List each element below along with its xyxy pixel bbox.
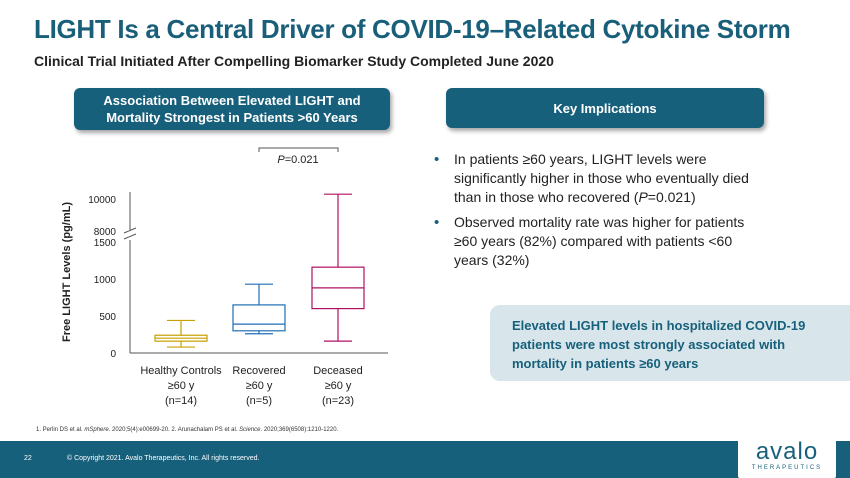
bullet-item: Observed mortality rate was higher for p… [432, 213, 752, 270]
x-label-healthy-n: (n=14) [165, 395, 197, 407]
p-value-bracket [258, 147, 339, 152]
callout-text: Elevated LIGHT levels in hospitalized CO… [512, 318, 806, 371]
y-tick-500: 500 [99, 312, 116, 323]
bullet-1-text: In patients ≥60 years, LIGHT levels were… [454, 151, 749, 205]
bullet-1-end: =0.021) [647, 189, 696, 205]
y-tick-1000: 1000 [94, 275, 117, 286]
callout-box: Elevated LIGHT levels in hospitalized CO… [490, 305, 850, 381]
ref-journal-1: mSphere [84, 427, 109, 433]
x-label-deceased-name: Deceased [313, 365, 363, 377]
ref-text-2: . 2020;5(4):e00699-20. 2. Arunachalam PS… [108, 427, 240, 433]
axis-break-mark-1 [123, 233, 137, 240]
references: 1. Perlin DS et al. mSphere. 2020;5(4):e… [36, 427, 338, 433]
box-group [154, 193, 365, 348]
y-tick-1500: 1500 [94, 238, 117, 249]
slide-title: LIGHT Is a Central Driver of COVID-19–Re… [34, 14, 791, 44]
logo-wordmark: avalo [755, 438, 819, 465]
association-header-line1: Association Between Elevated LIGHT and [103, 93, 361, 108]
ref-text-3: . 2020;369(6508):1210-1220. [260, 427, 339, 433]
x-label-recovered-name: Recovered [232, 365, 285, 377]
avalo-logo: avalo THERAPEUTICS [738, 435, 836, 478]
slide-subtitle: Clinical Trial Initiated After Compellin… [34, 53, 554, 69]
page-number: 22 [24, 455, 32, 462]
x-label-recovered-age: ≥60 y [246, 380, 273, 392]
x-label-deceased-n: (n=23) [322, 395, 354, 407]
y-axis-label: Free LIGHT Levels (pg/mL) [61, 202, 73, 342]
association-header-line2: Mortality Strongest in Patients >60 Year… [106, 110, 358, 125]
bullet-2-text: Observed mortality rate was higher for p… [454, 214, 745, 268]
y-tick-10000: 10000 [88, 195, 116, 206]
y-tick-0: 0 [110, 349, 116, 360]
y-tick-8000: 8000 [94, 227, 117, 238]
box-plot-svg: Free LIGHT Levels (pg/mL) 0 500 1000 150… [61, 147, 388, 407]
p-value-label: P=0.021 [277, 154, 318, 166]
x-label-healthy-name: Healthy Controls [140, 365, 222, 377]
key-implications-header: Key Implications [446, 88, 764, 128]
axis-break-mark-2 [123, 227, 137, 234]
copyright-text: © Copyright 2021. Avalo Therapeutics, In… [67, 455, 260, 462]
ref-journal-2: Science [239, 427, 261, 433]
x-label-healthy-age: ≥60 y [168, 380, 195, 392]
logo-subtitle: THERAPEUTICS [751, 465, 823, 471]
bullet-item: In patients ≥60 years, LIGHT levels were… [432, 150, 752, 207]
footer-bar: 22 © Copyright 2021. Avalo Therapeutics,… [0, 435, 850, 478]
bullet-1-italic: P [638, 189, 648, 205]
association-header: Association Between Elevated LIGHT and M… [74, 88, 390, 130]
key-implications-list: In patients ≥60 years, LIGHT levels were… [432, 150, 752, 276]
box-plot-chart: Free LIGHT Levels (pg/mL) 0 500 1000 150… [36, 140, 396, 420]
box-recovered [232, 304, 286, 332]
x-label-deceased-age: ≥60 y [325, 380, 352, 392]
ref-text-1: 1. Perlin DS et al. [36, 427, 85, 433]
x-label-recovered-n: (n=5) [246, 395, 272, 407]
